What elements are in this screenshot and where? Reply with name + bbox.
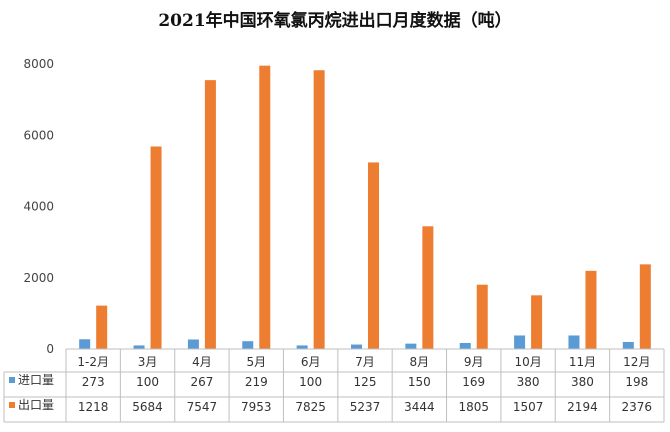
category-label-2: 3月	[138, 355, 158, 369]
export-value-8: 1805	[458, 400, 489, 414]
import-bar-2	[133, 345, 145, 349]
export-bar-4	[259, 65, 271, 349]
legend-swatch-export	[9, 402, 15, 408]
import-bar-11	[622, 341, 634, 349]
category-label-11: 12月	[623, 355, 650, 369]
import-value-11: 198	[625, 375, 648, 389]
import-value-5: 100	[299, 375, 322, 389]
category-label-3: 4月	[192, 355, 212, 369]
import-bar-7	[405, 343, 417, 349]
y-tick-label-1: 2000	[23, 271, 54, 285]
import-value-9: 380	[517, 375, 540, 389]
import-value-2: 100	[136, 375, 159, 389]
export-value-3: 7547	[187, 400, 218, 414]
import-bar-5	[296, 345, 308, 349]
import-value-4: 219	[245, 375, 268, 389]
category-label-7: 8月	[410, 355, 430, 369]
legend-label-export: 出口量	[18, 398, 54, 412]
export-value-4: 7953	[241, 400, 272, 414]
export-bar-10	[585, 270, 597, 349]
export-bar-3	[204, 80, 216, 349]
import-bar-4	[242, 341, 254, 349]
import-bar-1	[79, 339, 91, 349]
legend-label-import: 进口量	[18, 373, 54, 387]
import-value-6: 125	[354, 375, 377, 389]
y-tick-label-2: 4000	[23, 200, 54, 214]
export-bar-2	[150, 146, 162, 349]
export-bar-9	[531, 295, 543, 349]
export-value-5: 7825	[295, 400, 326, 414]
chart-title: 2021年中国环氧氯丙烷进出口月度数据（吨）	[158, 11, 512, 31]
category-label-1: 1-2月	[77, 355, 109, 369]
export-value-10: 2194	[567, 400, 598, 414]
import-value-8: 169	[462, 375, 485, 389]
export-value-9: 1507	[513, 400, 544, 414]
export-value-2: 5684	[132, 400, 163, 414]
import-value-1: 273	[82, 375, 105, 389]
export-bar-8	[476, 284, 488, 349]
y-tick-label-4: 8000	[23, 57, 54, 71]
export-value-6: 5237	[350, 400, 381, 414]
import-value-10: 380	[571, 375, 594, 389]
import-bar-8	[459, 342, 471, 349]
export-value-11: 2376	[622, 400, 653, 414]
export-bar-1	[96, 305, 108, 349]
export-bar-5	[313, 70, 325, 349]
import-bar-10	[568, 335, 580, 349]
import-bar-6	[351, 344, 362, 349]
category-label-5: 6月	[301, 355, 321, 369]
import-bar-3	[187, 339, 199, 349]
export-value-7: 3444	[404, 400, 435, 414]
export-value-1: 1218	[78, 400, 109, 414]
category-label-6: 7月	[355, 355, 375, 369]
export-bar-11	[639, 264, 651, 349]
import-bar-9	[514, 335, 526, 349]
category-label-4: 5月	[246, 355, 266, 369]
y-tick-label-0: 0	[46, 342, 54, 356]
export-bar-7	[422, 226, 434, 349]
import-value-7: 150	[408, 375, 431, 389]
y-tick-label-3: 6000	[23, 128, 54, 142]
legend-swatch-import	[9, 377, 15, 383]
category-label-9: 10月	[514, 355, 541, 369]
export-bar-6	[368, 162, 379, 349]
import-value-3: 267	[190, 375, 213, 389]
category-label-8: 9月	[464, 355, 484, 369]
category-label-10: 11月	[569, 355, 596, 369]
